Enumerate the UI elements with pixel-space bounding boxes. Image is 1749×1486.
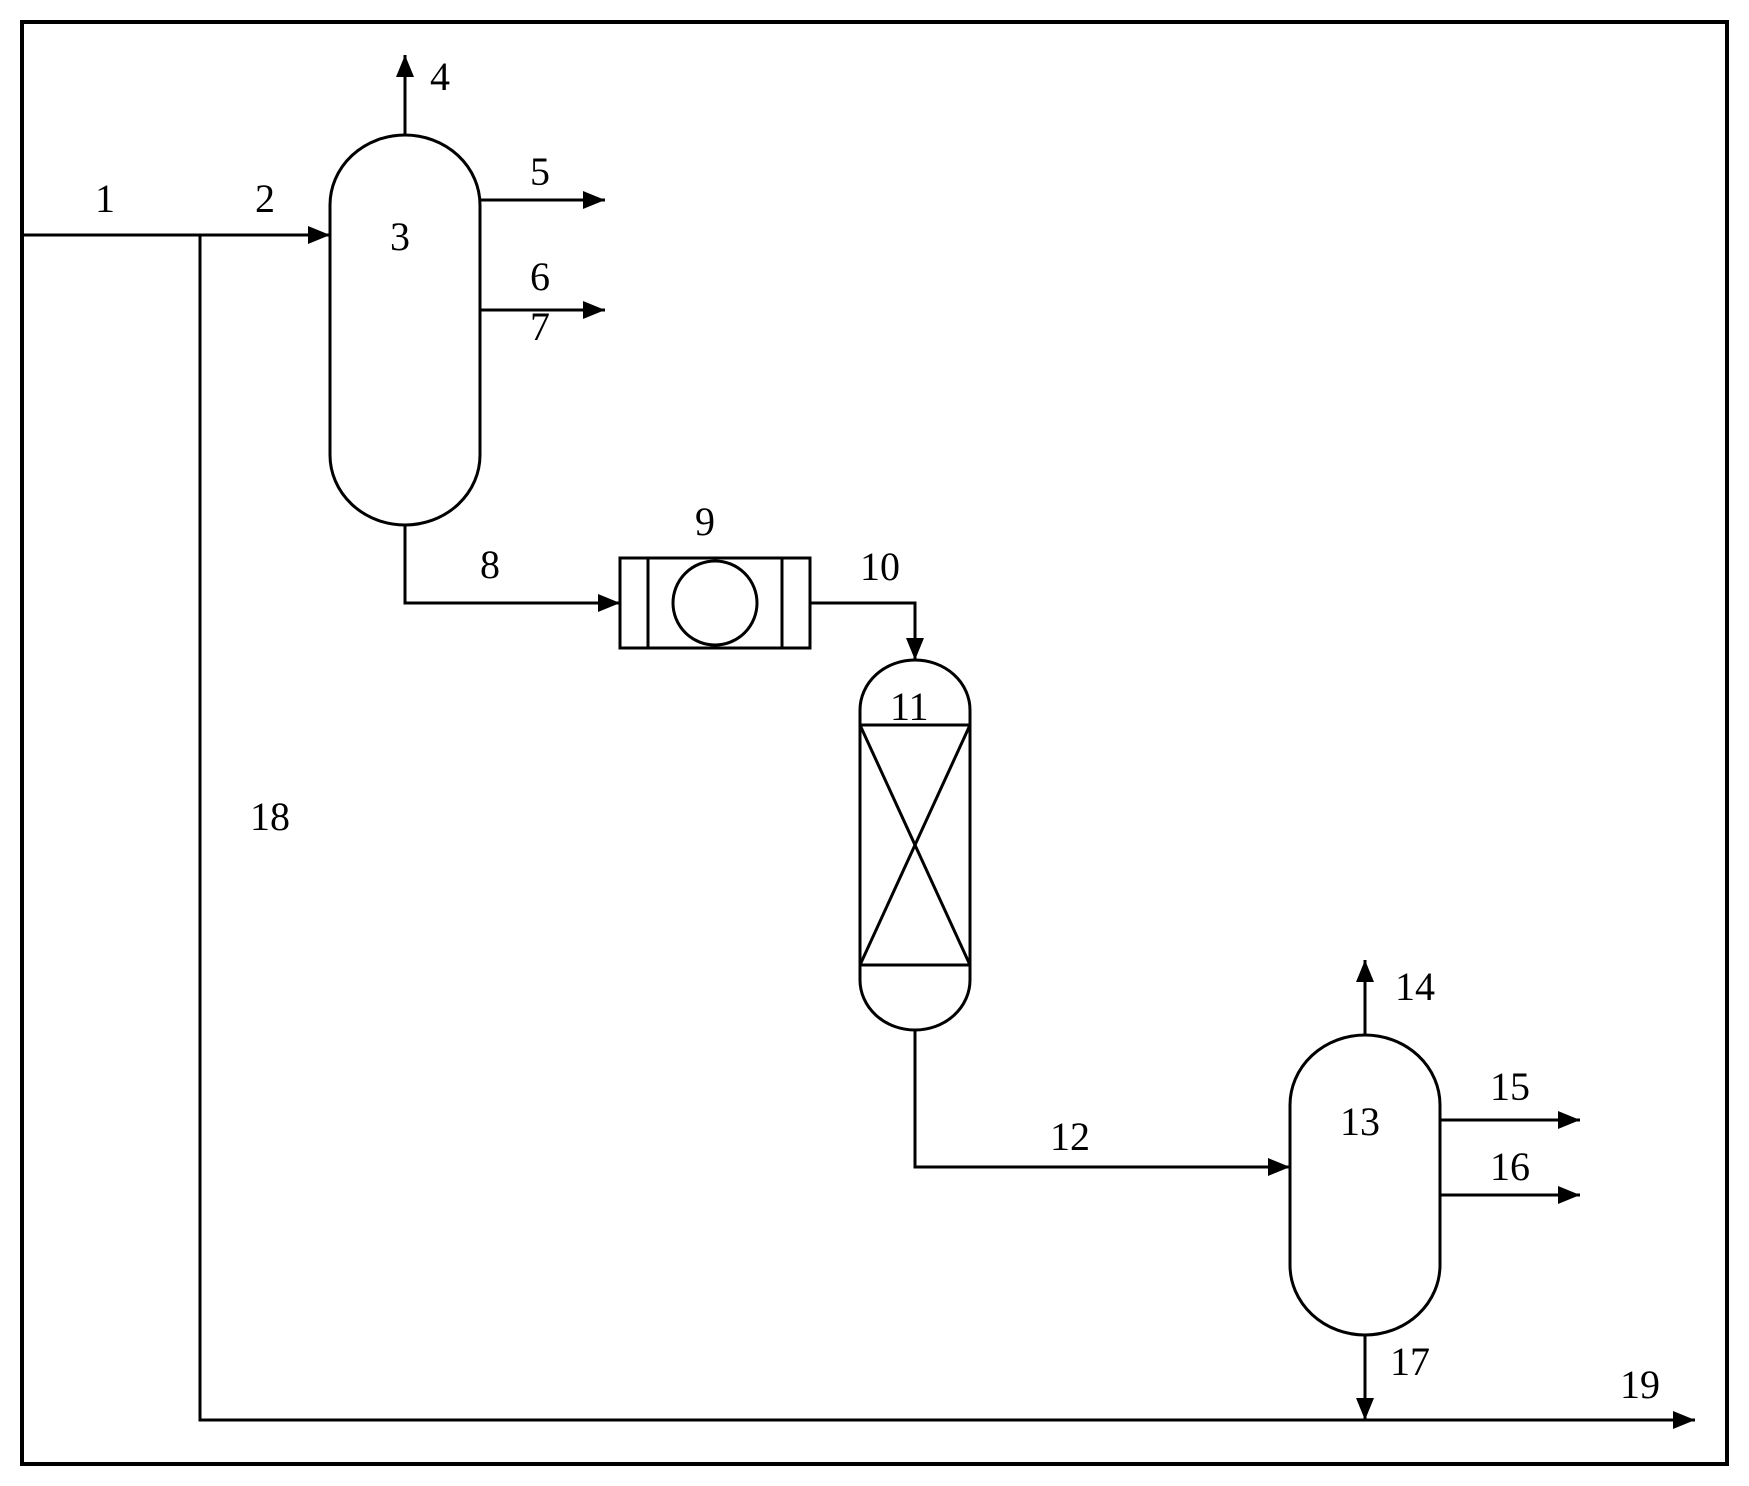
arrowhead bbox=[583, 191, 605, 209]
arrowhead bbox=[906, 638, 924, 660]
label-17: 17 bbox=[1390, 1339, 1430, 1384]
label-11: 11 bbox=[890, 684, 929, 729]
label-7: 7 bbox=[530, 304, 550, 349]
label-16: 16 bbox=[1490, 1144, 1530, 1189]
arrowhead bbox=[1356, 960, 1374, 982]
label-9: 9 bbox=[695, 499, 715, 544]
label-15: 15 bbox=[1490, 1064, 1530, 1109]
arrowhead bbox=[396, 55, 414, 77]
label-12: 12 bbox=[1050, 1114, 1090, 1159]
label-19: 19 bbox=[1620, 1362, 1660, 1407]
label-6: 6 bbox=[530, 254, 550, 299]
label-5: 5 bbox=[530, 149, 550, 194]
arrowhead bbox=[1356, 1398, 1374, 1420]
label-3: 3 bbox=[390, 214, 410, 259]
stream-s12 bbox=[915, 1030, 1290, 1167]
label-18: 18 bbox=[250, 794, 290, 839]
label-2: 2 bbox=[255, 176, 275, 221]
label-14: 14 bbox=[1395, 964, 1435, 1009]
stream-s10 bbox=[810, 603, 915, 660]
arrowhead bbox=[598, 594, 620, 612]
label-13: 13 bbox=[1340, 1099, 1380, 1144]
label-1: 1 bbox=[95, 176, 115, 221]
arrowhead bbox=[1558, 1186, 1580, 1204]
arrowhead bbox=[1268, 1158, 1290, 1176]
stream-s8 bbox=[405, 525, 620, 603]
arrowhead bbox=[1673, 1411, 1695, 1429]
label-8: 8 bbox=[480, 542, 500, 587]
arrowhead bbox=[308, 226, 330, 244]
label-10: 10 bbox=[860, 544, 900, 589]
arrowhead bbox=[583, 301, 605, 319]
label-4: 4 bbox=[430, 54, 450, 99]
vessel-v13 bbox=[1290, 1035, 1440, 1335]
arrowhead bbox=[1558, 1111, 1580, 1129]
vessel-v3 bbox=[330, 135, 480, 525]
